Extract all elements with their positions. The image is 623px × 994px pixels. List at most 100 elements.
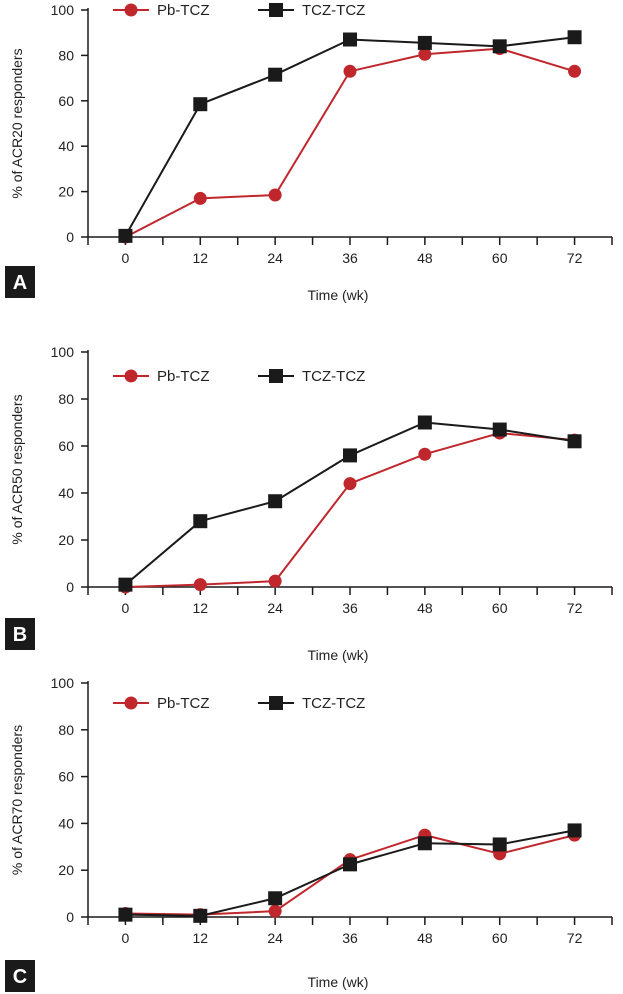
x-axis-title: Time (wk) — [308, 647, 369, 663]
x-tick-label: 72 — [567, 250, 583, 266]
legend: Pb-TCZ TCZ-TCZ — [113, 695, 365, 712]
legend-marker — [269, 3, 283, 17]
legend-label: TCZ-TCZ — [302, 2, 365, 19]
x-tick-label: 36 — [342, 930, 358, 946]
chart-panel-a: 0 20 40 60 80 100 0 12 24 36 48 60 72 Time (wk) % of A… — [5, 2, 613, 303]
data-point-pb-tcz — [193, 191, 207, 205]
data-point-tcz-tcz — [567, 823, 582, 838]
x-tick-label: 48 — [417, 250, 433, 266]
data-point-tcz-tcz — [193, 514, 208, 529]
data-point-tcz-tcz — [492, 422, 507, 437]
data-point-tcz-tcz — [343, 857, 357, 872]
y-tick-label: 100 — [51, 344, 75, 360]
y-tick-label: 20 — [58, 532, 74, 548]
data-point-tcz-tcz — [268, 494, 283, 509]
y-tick-label: 100 — [51, 675, 75, 691]
data-point-tcz-tcz — [343, 448, 357, 463]
data-point-tcz-tcz — [118, 577, 133, 592]
data-point-tcz-tcz — [268, 67, 283, 82]
legend-marker — [269, 696, 283, 710]
x-tick-label: 0 — [122, 250, 130, 266]
legend-marker — [124, 3, 138, 17]
x-axis-title: Time (wk) — [308, 974, 369, 990]
data-point-tcz-tcz — [492, 39, 507, 54]
series-line-tcz-tcz — [124, 421, 575, 586]
legend-label: Pb-TCZ — [157, 2, 210, 19]
panel-letter: A — [13, 272, 27, 294]
y-tick-label: 0 — [66, 579, 74, 595]
y-tick-label: 80 — [58, 722, 74, 738]
data-point-tcz-tcz — [492, 837, 507, 852]
y-tick-label: 60 — [58, 93, 74, 109]
data-point-tcz-tcz — [567, 434, 582, 449]
legend-marker — [124, 369, 138, 383]
x-tick-label: 72 — [567, 600, 583, 616]
legend-marker — [269, 369, 283, 383]
data-point-tcz-tcz — [343, 32, 357, 47]
chart-panel-c: 0 20 40 60 80 100 0 12 24 36 48 60 72 Time (wk) % of A… — [5, 675, 613, 992]
y-axis-title: % of ACR20 responders — [9, 48, 25, 198]
data-point-pb-tcz — [268, 574, 282, 588]
data-point-pb-tcz — [268, 188, 282, 202]
data-point-pb-tcz — [418, 47, 432, 61]
legend-label: TCZ-TCZ — [302, 368, 365, 385]
data-point-tcz-tcz — [193, 908, 208, 923]
y-tick-label: 40 — [58, 485, 74, 501]
x-tick-label: 0 — [122, 930, 130, 946]
x-tick-label: 36 — [342, 250, 358, 266]
panel-badge — [5, 618, 35, 650]
legend: Pb-TCZ TCZ-TCZ — [113, 2, 365, 19]
x-tick-label: 36 — [342, 600, 358, 616]
x-tick-label: 12 — [192, 600, 208, 616]
y-tick-label: 20 — [58, 862, 74, 878]
x-tick-label: 12 — [192, 250, 208, 266]
y-tick-label: 40 — [58, 138, 74, 154]
x-tick-label: 12 — [192, 930, 208, 946]
x-tick-label: 72 — [567, 930, 583, 946]
y-tick-label: 80 — [58, 47, 74, 63]
y-tick-label: 80 — [58, 391, 74, 407]
series-line-tcz-tcz — [125, 829, 575, 917]
data-point-tcz-tcz — [567, 30, 582, 45]
data-point-pb-tcz — [343, 64, 357, 78]
data-point-pb-tcz — [568, 64, 582, 78]
x-tick-label: 0 — [122, 600, 130, 616]
x-tick-label: 24 — [267, 930, 283, 946]
y-tick-label: 0 — [66, 229, 74, 245]
data-point-pb-tcz — [343, 477, 357, 491]
x-tick-label: 48 — [417, 930, 433, 946]
data-point-tcz-tcz — [193, 97, 208, 112]
legend-label: Pb-TCZ — [157, 368, 210, 385]
y-tick-label: 20 — [58, 184, 74, 200]
x-tick-label: 24 — [267, 600, 283, 616]
data-point-pb-tcz — [418, 447, 432, 461]
chart-panel-b: 0 20 40 60 80 100 0 12 24 36 48 60 72 Time (wk) % of A… — [5, 344, 613, 663]
legend: Pb-TCZ TCZ-TCZ — [113, 368, 365, 385]
data-point-tcz-tcz — [268, 891, 283, 906]
x-tick-label: 48 — [417, 600, 433, 616]
data-point-tcz-tcz — [417, 35, 432, 50]
data-point-tcz-tcz — [417, 836, 432, 851]
panel-badge — [5, 266, 35, 298]
panel-badge — [5, 960, 35, 992]
data-point-tcz-tcz — [417, 415, 432, 430]
y-axis-title: % of ACR50 responders — [9, 394, 25, 544]
x-tick-label: 60 — [492, 600, 508, 616]
x-tick-label: 60 — [492, 250, 508, 266]
data-point-tcz-tcz — [118, 907, 133, 922]
y-tick-label: 60 — [58, 438, 74, 454]
x-tick-label: 60 — [492, 930, 508, 946]
x-tick-label: 24 — [267, 250, 283, 266]
legend-label: TCZ-TCZ — [302, 695, 365, 712]
y-tick-label: 40 — [58, 815, 74, 831]
series-line-pb-tcz — [125, 834, 575, 916]
data-point-pb-tcz — [193, 578, 207, 592]
legend-label: Pb-TCZ — [157, 695, 210, 712]
data-point-pb-tcz — [268, 904, 282, 918]
x-axis-title: Time (wk) — [308, 287, 369, 303]
y-tick-label: 100 — [51, 2, 75, 18]
legend-marker — [124, 696, 138, 710]
data-point-tcz-tcz — [118, 228, 133, 243]
y-tick-label: 0 — [66, 909, 74, 925]
panel-letter: B — [13, 624, 27, 646]
